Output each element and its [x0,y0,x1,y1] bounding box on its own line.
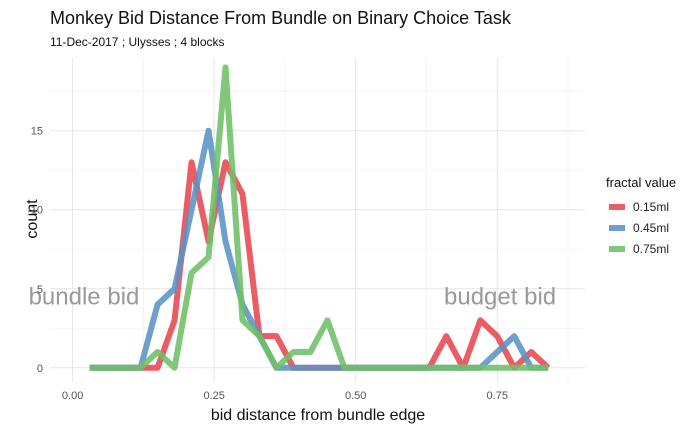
series-line-0.75ml [89,64,549,371]
y-tick-label: 0 [37,363,43,375]
x-tick-label: 0.00 [62,390,83,402]
annotations: bundle bid budget bid [29,284,557,311]
legend-title: fractal value [606,175,676,190]
legend-items: 0.15ml 0.45ml 0.75ml [609,200,669,256]
y-tick-label: 15 [31,126,43,138]
annotation-label: bundle bid [29,284,140,311]
y-tick-label: 10 [31,205,43,217]
chart-subtitle: 11-Dec-2017 ; Ulysses ; 4 blocks [50,35,225,49]
legend-label: 0.75ml [633,242,669,256]
x-tick-label: 0.50 [345,390,366,402]
x-axis-title: bid distance from bundle edge [211,407,425,424]
y-tick-label: 5 [37,284,43,296]
x-tick-label: 0.25 [203,390,224,402]
y-tick-labels: 0 5 10 15 [31,126,43,375]
chart-title: Monkey Bid Distance From Bundle on Binar… [50,8,512,28]
x-tick-labels: 0.00 0.25 0.50 0.75 [62,390,508,402]
x-tick-label: 0.75 [487,390,508,402]
minor-gridlines [50,58,585,382]
legend-label: 0.45ml [633,221,669,235]
annotation-label: budget bid [444,284,556,311]
series-lines [89,64,551,371]
legend: fractal value 0.15ml 0.45ml 0.75ml [606,175,676,256]
legend-label: 0.15ml [633,200,669,214]
y-axis-title: count [24,199,41,239]
